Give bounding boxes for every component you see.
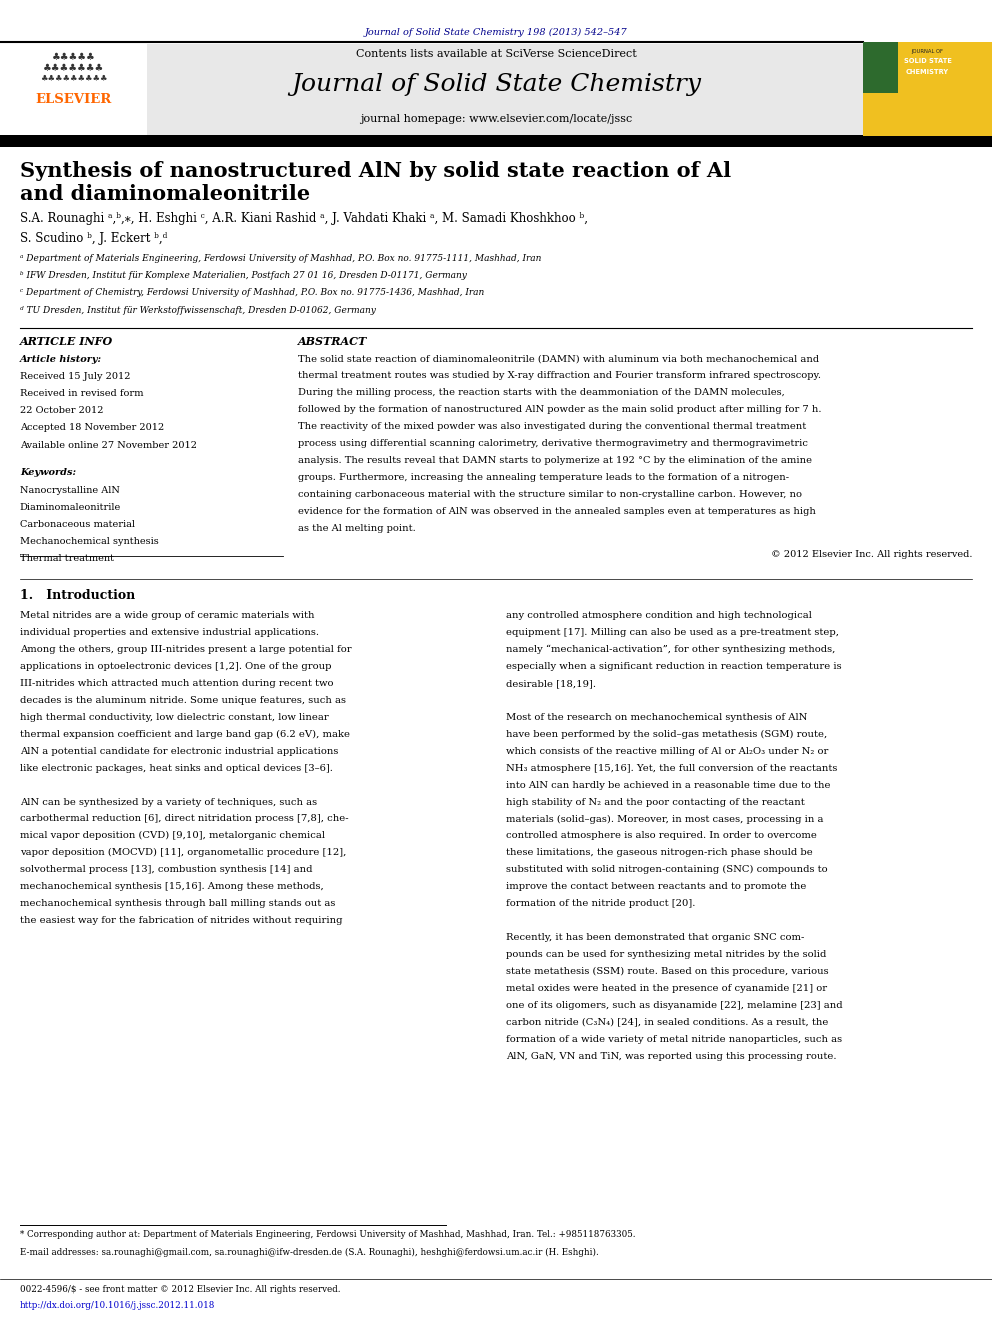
Text: materials (solid–gas). Moreover, in most cases, processing in a: materials (solid–gas). Moreover, in most…: [506, 815, 823, 823]
Text: ᶜ Department of Chemistry, Ferdowsi University of Mashhad, P.O. Box no. 91775-14: ᶜ Department of Chemistry, Ferdowsi Univ…: [20, 288, 484, 298]
Text: ᵇ IFW Dresden, Institut für Komplexe Materialien, Postfach 27 01 16, Dresden D-0: ᵇ IFW Dresden, Institut für Komplexe Mat…: [20, 271, 466, 280]
Text: Article history:: Article history:: [20, 355, 102, 364]
Bar: [863, 42, 898, 93]
Text: solvothermal process [13], combustion synthesis [14] and: solvothermal process [13], combustion sy…: [20, 865, 312, 875]
Text: Journal of Solid State Chemistry: Journal of Solid State Chemistry: [291, 73, 701, 95]
Bar: [0, 44, 147, 136]
Text: mical vapor deposition (CVD) [9,10], metalorganic chemical: mical vapor deposition (CVD) [9,10], met…: [20, 831, 324, 840]
Text: equipment [17]. Milling can also be used as a pre-treatment step,: equipment [17]. Milling can also be used…: [506, 628, 839, 638]
Text: namely “mechanical-activation”, for other synthesizing methods,: namely “mechanical-activation”, for othe…: [506, 646, 835, 655]
Text: Thermal treatment: Thermal treatment: [20, 554, 114, 564]
Text: thermal expansion coefficient and large band gap (6.2 eV), make: thermal expansion coefficient and large …: [20, 730, 350, 738]
Text: decades is the aluminum nitride. Some unique features, such as: decades is the aluminum nitride. Some un…: [20, 696, 346, 705]
Text: journal homepage: www.elsevier.com/locate/jssc: journal homepage: www.elsevier.com/locat…: [360, 114, 632, 124]
Text: one of its oligomers, such as disyanamide [22], melamine [23] and: one of its oligomers, such as disyanamid…: [506, 1000, 842, 1009]
Text: formation of a wide variety of metal nitride nanoparticles, such as: formation of a wide variety of metal nit…: [506, 1035, 842, 1044]
Text: formation of the nitride product [20].: formation of the nitride product [20].: [506, 900, 695, 908]
Text: AlN a potential candidate for electronic industrial applications: AlN a potential candidate for electronic…: [20, 746, 338, 755]
Text: Accepted 18 November 2012: Accepted 18 November 2012: [20, 423, 164, 433]
Text: Journal of Solid State Chemistry 198 (2013) 542–547: Journal of Solid State Chemistry 198 (20…: [365, 28, 627, 37]
Text: mechanochemical synthesis [15,16]. Among these methods,: mechanochemical synthesis [15,16]. Among…: [20, 882, 323, 892]
Text: controlled atmosphere is also required. In order to overcome: controlled atmosphere is also required. …: [506, 831, 816, 840]
Text: groups. Furthermore, increasing the annealing temperature leads to the formation: groups. Furthermore, increasing the anne…: [298, 474, 789, 482]
Text: Recently, it has been demonstrated that organic SNC com-: Recently, it has been demonstrated that …: [506, 933, 805, 942]
Text: applications in optoelectronic devices [1,2]. One of the group: applications in optoelectronic devices […: [20, 662, 331, 671]
Text: analysis. The results reveal that DAMN starts to polymerize at 192 °C by the eli: analysis. The results reveal that DAMN s…: [298, 456, 811, 466]
Text: evidence for the formation of AlN was observed in the annealed samples even at t: evidence for the formation of AlN was ob…: [298, 507, 815, 516]
Text: CHEMISTRY: CHEMISTRY: [906, 69, 949, 75]
Text: The reactivity of the mixed powder was also investigated during the conventional: The reactivity of the mixed powder was a…: [298, 422, 806, 431]
Text: S. Scudino ᵇ, J. Eckert ᵇ,ᵈ: S. Scudino ᵇ, J. Eckert ᵇ,ᵈ: [20, 232, 168, 245]
Text: ♣♣♣♣♣: ♣♣♣♣♣: [52, 53, 95, 62]
Text: Received 15 July 2012: Received 15 July 2012: [20, 372, 130, 381]
Text: carbothermal reduction [6], direct nitridation process [7,8], che-: carbothermal reduction [6], direct nitri…: [20, 815, 348, 823]
Text: which consists of the reactive milling of Al or Al₂O₃ under N₂ or: which consists of the reactive milling o…: [506, 746, 828, 755]
Text: state metathesis (SSM) route. Based on this procedure, various: state metathesis (SSM) route. Based on t…: [506, 967, 828, 976]
Text: individual properties and extensive industrial applications.: individual properties and extensive indu…: [20, 628, 318, 638]
Text: ᵈ TU Dresden, Institut für Werkstoffwissenschaft, Dresden D-01062, Germany: ᵈ TU Dresden, Institut für Werkstoffwiss…: [20, 306, 376, 315]
Text: Metal nitrides are a wide group of ceramic materials with: Metal nitrides are a wide group of ceram…: [20, 611, 314, 620]
Text: ♣♣♣♣♣♣♣♣♣: ♣♣♣♣♣♣♣♣♣: [40, 74, 107, 82]
Text: thermal treatment routes was studied by X-ray diffraction and Fourier transform : thermal treatment routes was studied by …: [298, 372, 820, 381]
Bar: [0, 135, 992, 147]
Text: ELSEVIER: ELSEVIER: [36, 93, 111, 106]
Text: Synthesis of nanostructured AlN by solid state reaction of Al: Synthesis of nanostructured AlN by solid…: [20, 161, 731, 181]
Text: S.A. Rounaghi ᵃ,ᵇ,⁎, H. Eshghi ᶜ, A.R. Kiani Rashid ᵃ, J. Vahdati Khaki ᵃ, M. Sa: S.A. Rounaghi ᵃ,ᵇ,⁎, H. Eshghi ᶜ, A.R. K…: [20, 212, 588, 225]
Text: into AlN can hardly be achieved in a reasonable time due to the: into AlN can hardly be achieved in a rea…: [506, 781, 830, 790]
Bar: [0, 44, 863, 136]
Text: III-nitrides which attracted much attention during recent two: III-nitrides which attracted much attent…: [20, 679, 333, 688]
Text: Received in revised form: Received in revised form: [20, 389, 143, 398]
Text: especially when a significant reduction in reaction temperature is: especially when a significant reduction …: [506, 662, 841, 671]
Text: Diaminomaleonitrile: Diaminomaleonitrile: [20, 503, 121, 512]
Text: these limitations, the gaseous nitrogen-rich phase should be: these limitations, the gaseous nitrogen-…: [506, 848, 812, 857]
Text: Available online 27 November 2012: Available online 27 November 2012: [20, 441, 196, 450]
Text: Keywords:: Keywords:: [20, 468, 76, 478]
Text: Mechanochemical synthesis: Mechanochemical synthesis: [20, 537, 159, 546]
Text: pounds can be used for synthesizing metal nitrides by the solid: pounds can be used for synthesizing meta…: [506, 950, 826, 959]
Text: NH₃ atmosphere [15,16]. Yet, the full conversion of the reactants: NH₃ atmosphere [15,16]. Yet, the full co…: [506, 763, 837, 773]
Text: 0022-4596/$ - see front matter © 2012 Elsevier Inc. All rights reserved.: 0022-4596/$ - see front matter © 2012 El…: [20, 1285, 340, 1294]
Text: ♣♣♣♣♣♣♣: ♣♣♣♣♣♣♣: [43, 64, 104, 73]
Text: the easiest way for the fabrication of nitrides without requiring: the easiest way for the fabrication of n…: [20, 916, 342, 925]
Text: 1.   Introduction: 1. Introduction: [20, 589, 135, 602]
Text: high thermal conductivity, low dielectric constant, low linear: high thermal conductivity, low dielectri…: [20, 713, 328, 722]
Text: The solid state reaction of diaminomaleonitrile (DAMN) with aluminum via both me: The solid state reaction of diaminomaleo…: [298, 355, 818, 364]
Text: * Corresponding author at: Department of Materials Engineering, Ferdowsi Univers: * Corresponding author at: Department of…: [20, 1230, 635, 1240]
Text: high stability of N₂ and the poor contacting of the reactant: high stability of N₂ and the poor contac…: [506, 798, 805, 807]
Text: and diaminomaleonitrile: and diaminomaleonitrile: [20, 184, 310, 204]
Text: 22 October 2012: 22 October 2012: [20, 406, 103, 415]
Bar: [863, 42, 992, 136]
Text: ABSTRACT: ABSTRACT: [298, 336, 367, 347]
Text: desirable [18,19].: desirable [18,19].: [506, 679, 596, 688]
Text: Most of the research on mechanochemical synthesis of AlN: Most of the research on mechanochemical …: [506, 713, 807, 722]
Text: © 2012 Elsevier Inc. All rights reserved.: © 2012 Elsevier Inc. All rights reserved…: [771, 550, 972, 560]
Text: Carbonaceous material: Carbonaceous material: [20, 520, 135, 529]
Text: any controlled atmosphere condition and high technological: any controlled atmosphere condition and …: [506, 611, 811, 620]
Text: followed by the formation of nanostructured AlN powder as the main solid product: followed by the formation of nanostructu…: [298, 405, 821, 414]
Text: carbon nitride (C₃N₄) [24], in sealed conditions. As a result, the: carbon nitride (C₃N₄) [24], in sealed co…: [506, 1017, 828, 1027]
Text: http://dx.doi.org/10.1016/j.jssc.2012.11.018: http://dx.doi.org/10.1016/j.jssc.2012.11…: [20, 1301, 215, 1310]
Text: AlN, GaN, VN and TiN, was reported using this processing route.: AlN, GaN, VN and TiN, was reported using…: [506, 1052, 836, 1061]
Text: ARTICLE INFO: ARTICLE INFO: [20, 336, 113, 347]
Text: have been performed by the solid–gas metathesis (SGM) route,: have been performed by the solid–gas met…: [506, 730, 827, 738]
Text: During the milling process, the reaction starts with the deammoniation of the DA: During the milling process, the reaction…: [298, 389, 785, 397]
Text: improve the contact between reactants and to promote the: improve the contact between reactants an…: [506, 882, 806, 892]
Text: AlN can be synthesized by a variety of techniques, such as: AlN can be synthesized by a variety of t…: [20, 798, 317, 807]
Text: Nanocrystalline AlN: Nanocrystalline AlN: [20, 486, 120, 495]
Text: vapor deposition (MOCVD) [11], organometallic procedure [12],: vapor deposition (MOCVD) [11], organomet…: [20, 848, 346, 857]
Text: SOLID STATE: SOLID STATE: [904, 58, 951, 65]
Text: ᵃ Department of Materials Engineering, Ferdowsi University of Mashhad, P.O. Box : ᵃ Department of Materials Engineering, F…: [20, 254, 542, 263]
Text: E-mail addresses: sa.rounaghi@gmail.com, sa.rounaghi@ifw-dresden.de (S.A. Rounag: E-mail addresses: sa.rounaghi@gmail.com,…: [20, 1248, 598, 1257]
Text: as the Al melting point.: as the Al melting point.: [298, 524, 416, 533]
Text: Among the others, group III-nitrides present a large potential for: Among the others, group III-nitrides pre…: [20, 646, 351, 654]
Text: containing carbonaceous material with the structure similar to non-crystalline c: containing carbonaceous material with th…: [298, 490, 802, 499]
Text: metal oxides were heated in the presence of cyanamide [21] or: metal oxides were heated in the presence…: [506, 984, 827, 992]
Text: mechanochemical synthesis through ball milling stands out as: mechanochemical synthesis through ball m…: [20, 900, 335, 908]
Text: substituted with solid nitrogen-containing (SNC) compounds to: substituted with solid nitrogen-containi…: [506, 865, 827, 875]
Text: Contents lists available at SciVerse ScienceDirect: Contents lists available at SciVerse Sci…: [355, 49, 637, 60]
Text: like electronic packages, heat sinks and optical devices [3–6].: like electronic packages, heat sinks and…: [20, 763, 332, 773]
Text: JOURNAL OF: JOURNAL OF: [912, 49, 943, 54]
Text: process using differential scanning calorimetry, derivative thermogravimetry and: process using differential scanning calo…: [298, 439, 807, 448]
